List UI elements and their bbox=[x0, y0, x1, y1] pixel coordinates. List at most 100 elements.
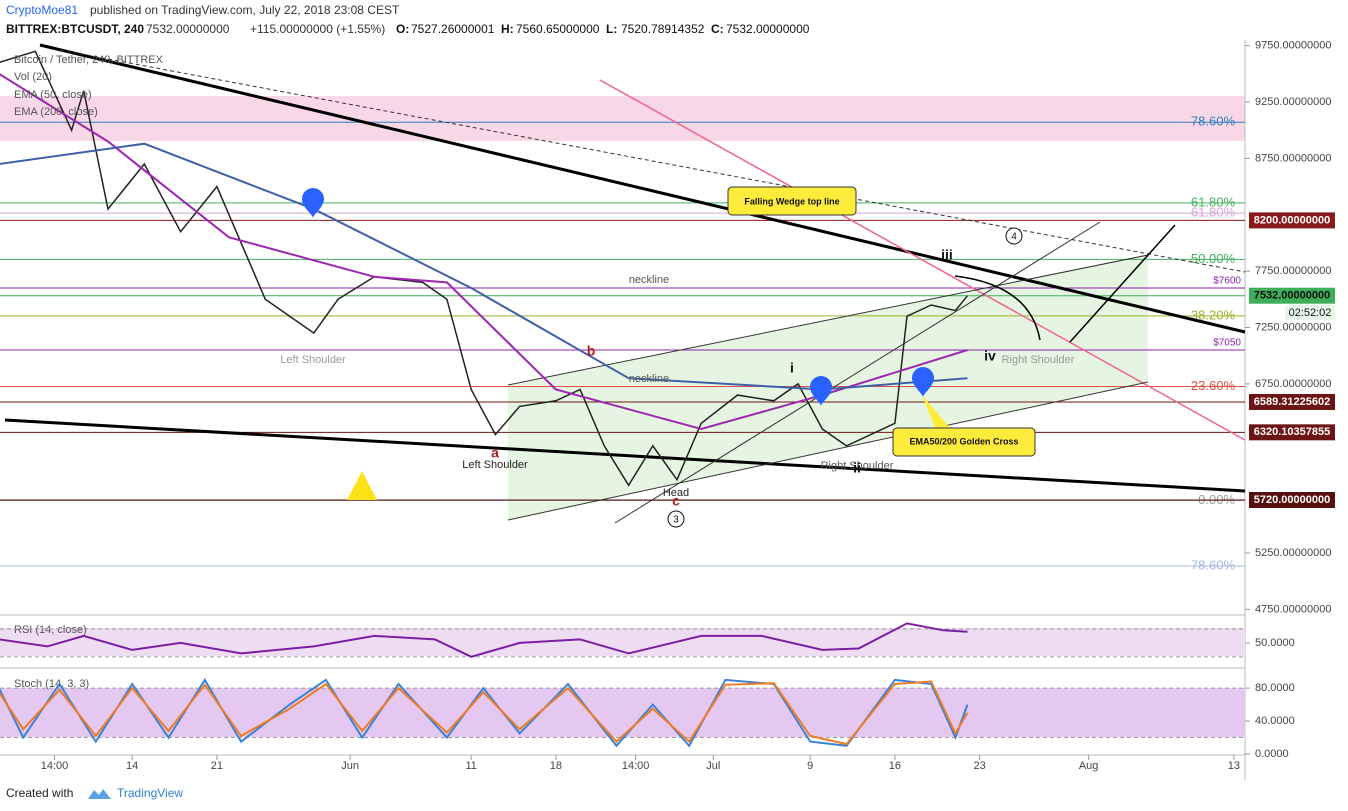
y-tick-label: 80.0000 bbox=[1255, 682, 1295, 694]
trend-line bbox=[4, 418, 1246, 493]
legend-entry: EMA (50, close) bbox=[14, 89, 92, 101]
stoch-band bbox=[0, 688, 1245, 737]
ohlc-value: 7520.78914352 bbox=[621, 22, 705, 36]
level-label: 6320.10357855 bbox=[1254, 426, 1330, 438]
ohlc-value: 7532.00000000 bbox=[726, 22, 810, 36]
callout bbox=[892, 427, 1036, 457]
legend-entry: Bitcoin / Tether, 240, BITTREX bbox=[14, 54, 164, 66]
series-line bbox=[0, 680, 969, 746]
x-tick-label: 18 bbox=[550, 760, 562, 772]
wave-number: 3 bbox=[673, 515, 679, 526]
level-label: 5720.00000000 bbox=[1254, 494, 1330, 506]
level-badge bbox=[1249, 212, 1335, 229]
pattern-label: Right Shoulder bbox=[821, 460, 894, 472]
marker bbox=[302, 188, 324, 218]
logo bbox=[88, 789, 111, 799]
channel-line bbox=[507, 381, 1149, 521]
ohlc-label: C: bbox=[711, 22, 724, 36]
ohlc-label: O: bbox=[396, 22, 409, 36]
countdown: 02:52:02 bbox=[1289, 307, 1332, 319]
fib-label: 50.00% bbox=[1191, 251, 1236, 266]
wave-label: c bbox=[672, 493, 680, 509]
marker bbox=[912, 367, 934, 397]
fib-label: 23.60% bbox=[1191, 378, 1236, 393]
ohlc: O: 7527.26000001 H: 7560.65000000 L: 7520.789… bbox=[396, 22, 810, 36]
countdown-badge bbox=[1285, 305, 1335, 320]
wave-circle bbox=[1005, 227, 1023, 245]
callout-text: Falling Wedge top line bbox=[744, 196, 839, 206]
trend-line bbox=[599, 79, 1246, 441]
ohlc-value: 7560.65000000 bbox=[516, 22, 600, 36]
fib-label: 61.80% bbox=[1191, 205, 1236, 220]
pattern-label: Left Shoulder bbox=[462, 459, 528, 471]
last-price: 7532.00000000 bbox=[146, 22, 230, 36]
fib-label: 0.00% bbox=[1198, 492, 1235, 507]
level-label: 6589.31225602 bbox=[1254, 396, 1330, 408]
ohlc-label: H: bbox=[501, 22, 514, 36]
neckline-label: neckline bbox=[629, 373, 669, 385]
level-label: 7532.00000000 bbox=[1254, 290, 1330, 302]
wave-label: b bbox=[587, 343, 596, 359]
x-tick-label: 14 bbox=[126, 760, 138, 772]
trend-line bbox=[59, 49, 1246, 273]
wave-label: iii bbox=[941, 247, 953, 263]
y-tick-label: 9250.00000000 bbox=[1255, 96, 1331, 108]
x-tick-label: Aug bbox=[1079, 760, 1099, 772]
legend-entry: EMA (200, close) bbox=[14, 106, 98, 118]
level-badge bbox=[1249, 393, 1335, 410]
series-line bbox=[0, 50, 969, 487]
marker bbox=[810, 376, 832, 406]
fib-label: 38.20% bbox=[1191, 307, 1236, 322]
callout-text: EMA50/200 Golden Cross bbox=[909, 436, 1018, 446]
pane-title: Stoch (14, 3, 3) bbox=[14, 678, 89, 690]
neckline-label: neckline bbox=[629, 274, 669, 286]
callout-pointer bbox=[922, 395, 950, 428]
y-tick-label: 50.0000 bbox=[1255, 637, 1295, 649]
x-tick-label: 13 bbox=[1228, 760, 1240, 772]
x-tick-label: 16 bbox=[889, 760, 901, 772]
wave-label: ii bbox=[853, 460, 861, 476]
arrow bbox=[1069, 224, 1176, 343]
level-badge bbox=[1249, 424, 1335, 441]
level-label: $7050 bbox=[1213, 338, 1241, 349]
indicator-panes: 50.0000 80.0000 40.0000 0.0000 bbox=[0, 622, 1295, 760]
legend-entry: Vol (20) bbox=[14, 71, 52, 83]
ohlc-value: 7527.26000001 bbox=[411, 22, 495, 36]
wave-label: iv bbox=[984, 348, 996, 364]
levels: 78.60% 61.80% 50.00% 38.20% 23.60% 0.00% 61.80… bbox=[0, 114, 1335, 572]
fib-label: 61.80% bbox=[1191, 194, 1236, 209]
pattern-label: Left Shoulder bbox=[280, 354, 346, 366]
y-tick-label: 8750.00000000 bbox=[1255, 152, 1331, 164]
callout bbox=[727, 186, 857, 216]
wave-label: a bbox=[491, 445, 499, 461]
level-label: 8200.00000000 bbox=[1254, 214, 1330, 226]
symbol: BITTREX:BTCUSDT, 240 bbox=[6, 22, 144, 36]
arrow bbox=[954, 275, 1041, 341]
wave-number: 4 bbox=[1011, 232, 1017, 243]
x-tick-label: 21 bbox=[211, 760, 223, 772]
fib-label: 78.60% bbox=[1191, 114, 1236, 129]
footer-text: Created with bbox=[6, 786, 73, 800]
warning-icon bbox=[347, 471, 377, 500]
y-tick-label: 9750.00000000 bbox=[1255, 40, 1331, 52]
series-line bbox=[0, 73, 968, 431]
wave-circle bbox=[667, 510, 685, 528]
x-tick-label: 9 bbox=[807, 760, 813, 772]
x-tick-label: Jun bbox=[341, 760, 359, 772]
author[interactable]: CryptoMoe81 bbox=[6, 3, 78, 17]
fib-label: 78.60% bbox=[1191, 557, 1236, 572]
channel-line bbox=[614, 221, 1101, 524]
y-tick-label: 7750.00000000 bbox=[1255, 265, 1331, 277]
y-tick-label: 7250.00000000 bbox=[1255, 321, 1331, 333]
fib-zone bbox=[0, 96, 1245, 141]
footer-brand[interactable]: TradingView bbox=[117, 786, 183, 800]
trend-line bbox=[39, 43, 1246, 334]
y-tick-label: 0.0000 bbox=[1255, 748, 1289, 760]
x-tick-label: 14:00 bbox=[622, 760, 650, 772]
y-tick-label: 40.0000 bbox=[1255, 715, 1295, 727]
wave-label: i bbox=[790, 360, 794, 376]
pattern-label: Head bbox=[663, 487, 689, 499]
x-tick-label: 11 bbox=[465, 760, 476, 772]
